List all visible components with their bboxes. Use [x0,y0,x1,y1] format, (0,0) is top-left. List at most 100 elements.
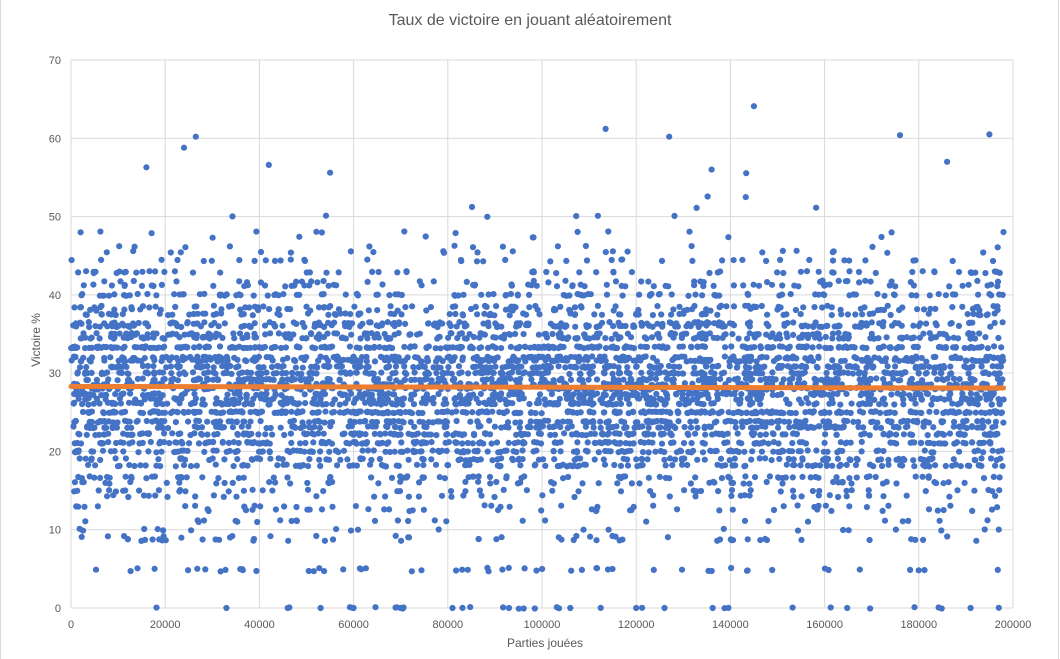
data-point [709,363,716,370]
data-point [428,456,435,463]
data-point [950,375,958,382]
data-point [1000,396,1007,403]
data-point [775,448,782,456]
data-point [602,249,609,256]
data-point [204,418,211,425]
data-point [680,310,687,317]
data-point [518,474,525,482]
data-point [779,247,787,254]
data-point [241,283,248,290]
data-point [397,409,404,416]
data-point [692,474,699,481]
data-point [305,310,312,317]
data-point [609,370,616,377]
data-point [638,278,645,285]
data-point [826,423,833,431]
data-point [109,400,116,407]
data-point [638,369,645,376]
data-point [386,506,393,513]
data-point [984,431,991,438]
data-point [113,439,120,447]
data-point [217,568,224,575]
data-point [942,462,949,470]
data-point [381,506,388,513]
data-point [368,330,375,337]
data-point [681,353,688,360]
data-point [342,291,349,298]
data-point [859,409,867,416]
data-point [395,330,402,337]
data-point [397,431,404,438]
data-point [786,409,793,416]
data-point [78,533,85,541]
data-point [293,278,300,285]
data-point [353,369,360,376]
data-point [263,369,270,376]
data-point [968,423,976,430]
data-point [267,455,274,462]
data-point [133,400,140,407]
data-point [697,487,705,495]
data-point [590,424,597,431]
data-point [288,408,295,415]
data-point [837,439,844,446]
data-point [725,376,733,384]
data-point [961,344,968,352]
data-point [75,430,82,437]
data-point [624,391,631,398]
data-point [459,604,466,612]
data-point [613,423,620,430]
data-point [606,399,613,406]
data-point [346,343,353,350]
data-point [919,377,926,384]
data-point [91,304,98,311]
data-point [291,400,298,407]
data-point [306,424,313,431]
data-point [127,478,134,486]
data-point [730,257,737,264]
data-point [384,319,391,326]
data-point [476,440,483,447]
data-point [866,310,873,318]
data-point [577,303,585,310]
data-point [279,322,286,329]
data-point [846,503,853,510]
data-point [650,502,657,509]
data-point [234,356,241,363]
data-point [366,243,373,250]
data-point [804,462,812,469]
data-point [533,439,541,446]
data-point [397,478,404,485]
data-point [934,376,941,383]
data-point [339,431,346,438]
data-point [421,363,428,370]
data-point [155,344,162,351]
data-point [910,322,917,329]
data-point [239,462,246,469]
data-point [82,518,89,525]
data-point [148,391,155,398]
data-point [316,565,323,572]
data-point [299,419,306,426]
data-point [101,424,108,431]
data-point [572,323,579,330]
data-point [926,363,933,370]
data-point [193,462,200,469]
data-point [741,517,749,525]
data-point [260,303,267,310]
data-point [578,566,586,574]
data-point [822,431,829,438]
data-point [653,364,660,371]
data-point [275,306,282,313]
data-point [374,440,381,447]
data-point [893,480,900,487]
data-point [170,375,177,383]
data-point [130,277,137,285]
data-point [739,256,746,263]
data-point [242,334,249,341]
data-point [359,395,366,402]
data-point [591,439,598,446]
data-point [812,380,819,387]
data-point [726,363,733,370]
